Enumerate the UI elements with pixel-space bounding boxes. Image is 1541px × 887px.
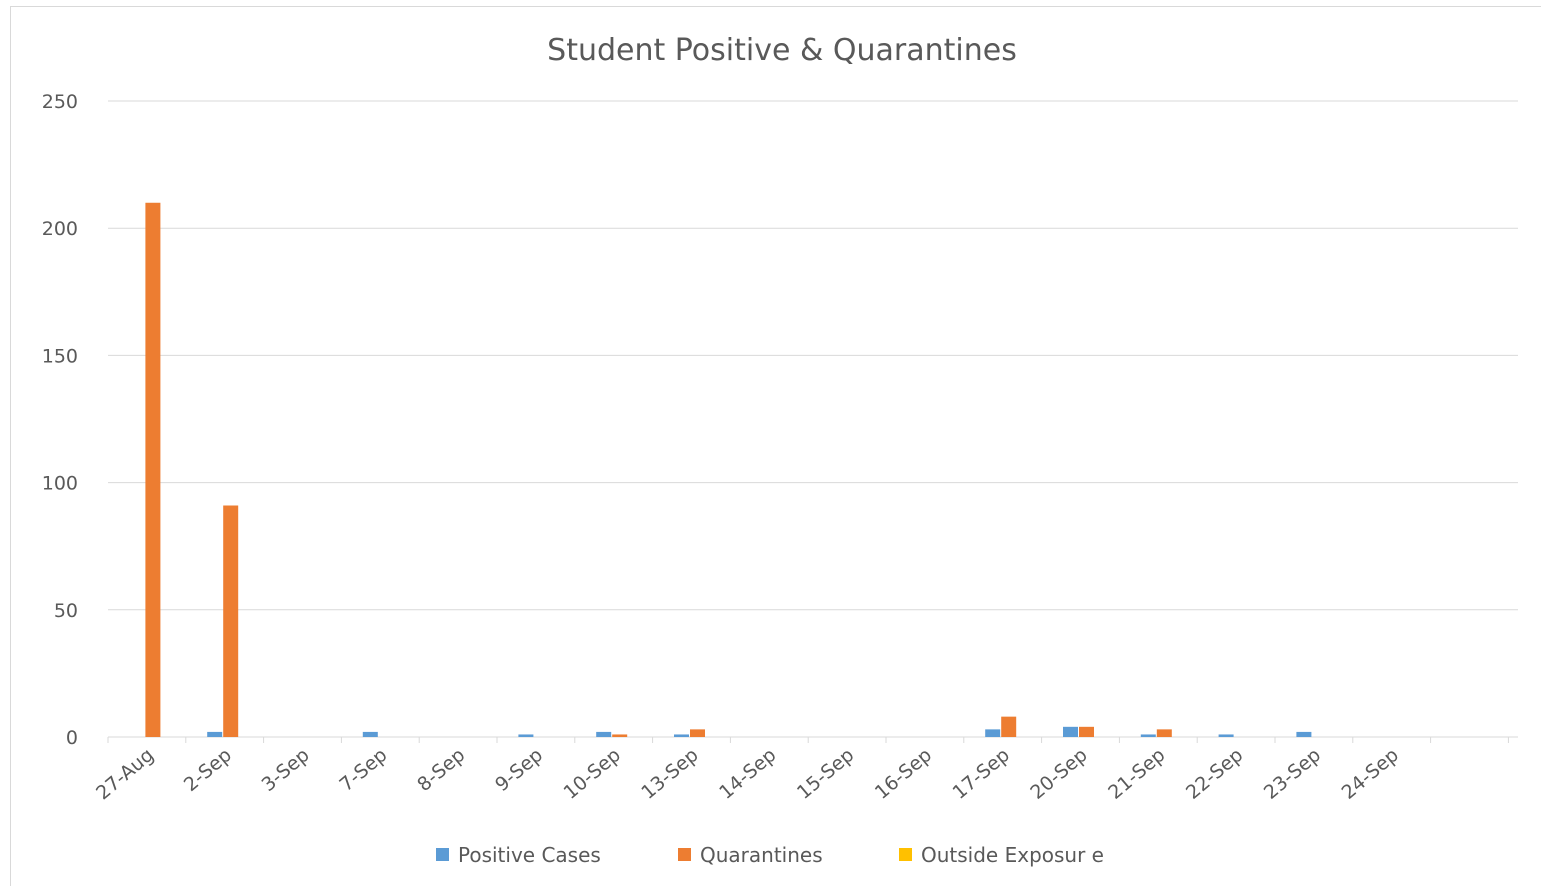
y-tick-label: 200	[42, 218, 78, 240]
bar-quarantines-10-sep	[612, 734, 628, 737]
x-axis-ticks: 27-Aug 2-Sep 3-Sep 7-Sep 8-Sep 9-Sep 10-Sep 13-…	[92, 744, 1403, 804]
bar-positive-cases-7-sep	[362, 731, 378, 737]
x-tick-label: 8-Sep	[413, 744, 469, 796]
bar-positive-cases-22-sep	[1218, 734, 1234, 737]
bar-quarantines-13-sep	[690, 729, 705, 737]
bars	[145, 202, 1312, 737]
legend-swatch-positive-cases	[436, 848, 449, 861]
x-tick-label: 23-Sep	[1260, 744, 1325, 804]
x-tick-label: 21-Sep	[1104, 744, 1169, 804]
y-tick-label: 0	[66, 727, 78, 749]
legend-swatch-outside-exposure	[899, 848, 912, 861]
x-axis	[107, 736, 1518, 743]
y-axis-ticks: 0 50 100 150 200 250	[42, 91, 78, 749]
bar-quarantines-21-sep	[1156, 729, 1172, 737]
x-tick-label: 15-Sep	[793, 744, 858, 804]
y-tick-label: 150	[42, 345, 78, 367]
bar-positive-cases-23-sep	[1296, 731, 1312, 737]
x-tick-label: 3-Sep	[258, 744, 314, 796]
bar-positive-cases-21-sep	[1140, 734, 1156, 737]
y-tick-label: 50	[54, 600, 78, 622]
x-tick-label: 2-Sep	[180, 744, 236, 796]
x-tick-label: 20-Sep	[1026, 744, 1091, 804]
bar-positive-cases-13-sep	[674, 734, 689, 737]
bar-positive-cases-17-sep	[985, 729, 1001, 737]
bar-quarantines-27-aug	[145, 202, 161, 737]
legend-label-outside-exposure: Outside Exposur e	[921, 843, 1104, 867]
chart-frame	[10, 6, 1541, 886]
bar-positive-cases-9-sep	[518, 734, 534, 737]
x-tick-label: 7-Sep	[335, 744, 391, 796]
legend: Positive Cases Quarantines Outside Expos…	[436, 843, 1104, 867]
bar-positive-cases-2-sep	[207, 731, 223, 737]
bar-positive-cases-20-sep	[1063, 726, 1078, 737]
bar-quarantines-2-sep	[223, 505, 239, 737]
x-tick-label: 17-Sep	[949, 744, 1014, 804]
y-tick-label: 250	[42, 91, 78, 113]
x-tick-label: 14-Sep	[715, 744, 780, 804]
x-tick-label: 13-Sep	[637, 744, 702, 804]
x-tick-label: 24-Sep	[1338, 744, 1403, 804]
legend-label-quarantines: Quarantines	[700, 843, 823, 867]
bar-quarantines-17-sep	[1001, 716, 1017, 737]
legend-label-positive-cases: Positive Cases	[458, 843, 601, 867]
y-tick-label: 100	[42, 473, 78, 495]
chart-title: Student Positive & Quarantines	[547, 33, 1017, 68]
x-tick-label: 27-Aug	[92, 744, 158, 804]
x-tick-label: 22-Sep	[1182, 744, 1247, 804]
legend-swatch-quarantines	[678, 848, 691, 861]
x-tick-label: 16-Sep	[871, 744, 936, 804]
x-tick-label: 9-Sep	[491, 744, 547, 796]
gridlines	[108, 100, 1518, 611]
bar-quarantines-20-sep	[1079, 726, 1094, 737]
bar-positive-cases-10-sep	[596, 731, 612, 737]
x-tick-label: 10-Sep	[560, 744, 625, 804]
